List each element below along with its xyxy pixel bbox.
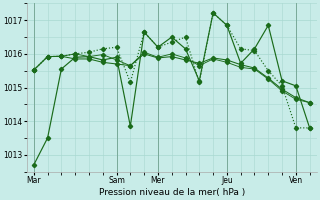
X-axis label: Pression niveau de la mer( hPa ): Pression niveau de la mer( hPa ) (99, 188, 245, 197)
